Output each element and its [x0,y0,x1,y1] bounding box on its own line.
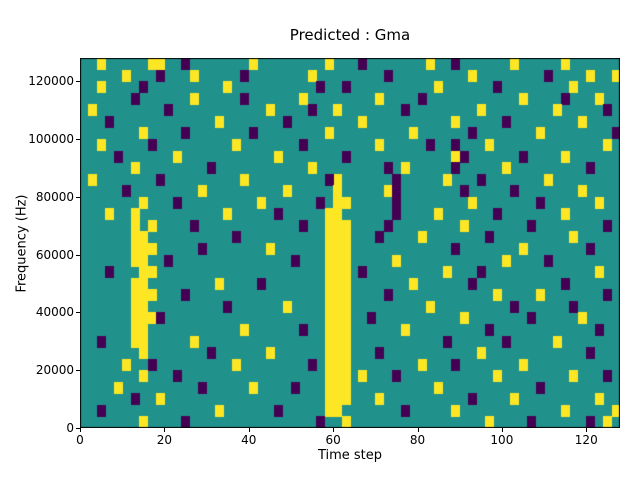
y-tick-label: 40000 [35,305,74,320]
y-tick-label: 100000 [28,131,74,146]
y-axis-label: Frequency (Hz) [14,194,30,293]
y-tick-mark [76,138,80,140]
y-tick-label: 0 [66,421,74,435]
y-tick-label: 80000 [35,189,74,204]
y-tick-mark [76,312,80,314]
y-tick-mark [76,428,80,429]
y-tick-label: 20000 [35,363,74,378]
x-tick-label: 80 [409,433,426,447]
x-tick-mark [501,428,503,432]
x-tick-mark [333,428,335,432]
x-tick-mark [248,428,250,432]
x-tick-label: 20 [156,433,173,447]
y-tick-mark [76,370,80,372]
heatmap-canvas [80,58,620,428]
x-tick-mark [164,428,166,432]
x-tick-label: 40 [241,433,257,447]
chart-title: Predicted : Gma [289,26,411,44]
y-tick-mark [76,254,80,256]
x-tick-mark [586,428,588,432]
x-axis-label: Time step [317,448,383,463]
x-tick-label: 120 [574,433,598,447]
y-tick-mark [76,81,80,83]
y-tick-label: 120000 [28,74,74,89]
y-tick-label: 60000 [35,247,74,262]
x-tick-label: 0 [76,433,84,447]
x-tick-label: 100 [490,433,514,447]
x-tick-label: 60 [325,433,341,447]
y-tick-mark [76,196,80,198]
x-tick-mark [80,428,81,432]
x-tick-mark [417,428,419,432]
